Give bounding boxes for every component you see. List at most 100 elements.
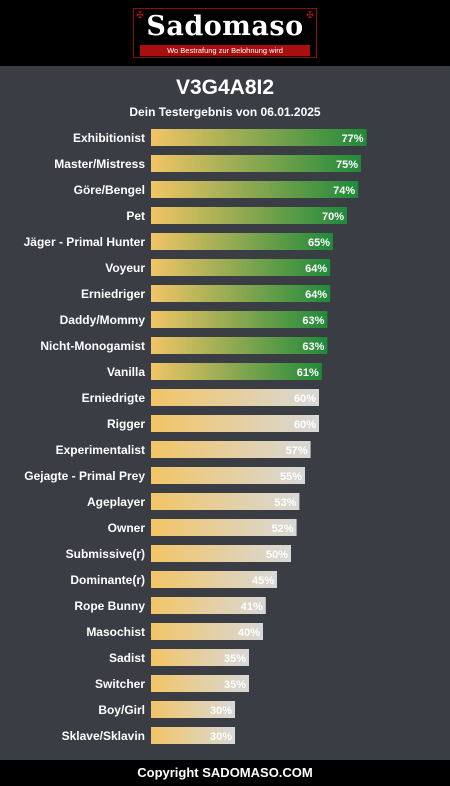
category-label: Voyeur	[105, 261, 145, 275]
value-label: 70%	[322, 211, 344, 223]
value-label: 41%	[241, 601, 263, 613]
category-label: Sklave/Sklavin	[62, 729, 145, 743]
value-label: 77%	[342, 133, 364, 145]
category-label: Rigger	[107, 417, 145, 431]
chart-row: Master/Mistress 75%	[54, 155, 361, 172]
category-label: Erniedriger	[81, 287, 145, 301]
value-label: 35%	[224, 679, 246, 691]
value-label: 45%	[252, 575, 274, 587]
header-bar: ✠ ✠ Sadomaso Wo Bestrafung zur Belohnung…	[0, 0, 450, 66]
bar	[151, 493, 300, 510]
value-label: 65%	[308, 237, 330, 249]
chart-row: Masochist 40%	[86, 623, 263, 640]
bar	[151, 467, 305, 484]
bar	[151, 597, 266, 614]
chart-row: Boy/Girl 30%	[98, 701, 235, 718]
value-label: 50%	[266, 549, 288, 561]
bar	[151, 441, 311, 458]
value-label: 53%	[274, 497, 296, 509]
bar	[151, 285, 331, 302]
value-label: 60%	[294, 419, 316, 431]
bar	[151, 129, 367, 146]
chart-row: Erniedriger 64%	[81, 285, 331, 302]
bar	[151, 155, 361, 172]
value-label: 75%	[336, 159, 358, 171]
bar	[151, 389, 319, 406]
value-label: 60%	[294, 393, 316, 405]
value-label: 64%	[305, 289, 327, 301]
result-bar-chart: Exhibitionist 77% Master/Mistress 75% Göre/B…	[24, 129, 367, 744]
chart-row: Owner 52%	[108, 519, 297, 536]
category-label: Masochist	[86, 625, 145, 639]
site-logo[interactable]: ✠ ✠ Sadomaso Wo Bestrafung zur Belohnung…	[133, 8, 317, 58]
footer-bar: Copyright SADOMASO.COM	[0, 760, 450, 786]
bar	[151, 623, 263, 640]
value-label: 40%	[238, 627, 260, 639]
value-label: 64%	[305, 263, 327, 275]
value-label: 35%	[224, 653, 246, 665]
category-label: Vanilla	[107, 365, 145, 379]
bar	[151, 337, 328, 354]
category-label: Nicht-Monogamist	[40, 339, 145, 353]
bar	[151, 311, 328, 328]
result-title: V3G4A8I2	[175, 76, 275, 99]
value-label: 74%	[333, 185, 355, 197]
category-label: Exhibitionist	[73, 131, 145, 145]
chart-row: Switcher 35%	[95, 675, 249, 692]
chart-row: Jäger - Primal Hunter 65%	[24, 233, 333, 250]
bar	[151, 649, 249, 666]
chart-row: Submissive(r) 50%	[66, 545, 291, 562]
chart-row: Sadist 35%	[109, 649, 249, 666]
chart-row: Rigger 60%	[107, 415, 319, 432]
category-label: Sadist	[109, 651, 145, 665]
category-label: Owner	[108, 521, 146, 535]
chart-row: Ageplayer 53%	[87, 493, 300, 510]
bar	[151, 259, 331, 276]
category-label: Experimentalist	[56, 443, 145, 457]
value-label: 55%	[280, 471, 302, 483]
chart-row: Dominante(r) 45%	[70, 571, 277, 588]
bar	[151, 727, 235, 744]
logo-text: Sadomaso	[146, 11, 304, 42]
category-label: Jäger - Primal Hunter	[24, 235, 146, 249]
chart-row: Erniedrigte 60%	[82, 389, 319, 406]
value-label: 52%	[272, 523, 294, 535]
bar	[151, 519, 297, 536]
chart-row: Daddy/Mommy 63%	[60, 311, 328, 328]
category-label: Gejagte - Primal Prey	[24, 469, 145, 483]
category-label: Göre/Bengel	[74, 183, 145, 197]
chart-row: Exhibitionist 77%	[73, 129, 367, 146]
cross-ornament-icon: ✠	[306, 10, 314, 20]
chart-row: Göre/Bengel 74%	[74, 181, 359, 198]
category-label: Daddy/Mommy	[60, 313, 146, 327]
cross-ornament-icon: ✠	[136, 10, 144, 20]
category-label: Rope Bunny	[74, 599, 145, 613]
category-label: Ageplayer	[87, 495, 145, 509]
category-label: Erniedrigte	[82, 391, 146, 405]
chart-row: Experimentalist 57%	[56, 441, 311, 458]
bar	[151, 545, 291, 562]
value-label: 63%	[302, 315, 324, 327]
chart-row: Pet 70%	[126, 207, 347, 224]
bar	[151, 571, 277, 588]
category-label: Pet	[126, 209, 145, 223]
bar	[151, 363, 322, 380]
value-label: 63%	[302, 341, 324, 353]
value-label: 30%	[210, 731, 232, 743]
chart-row: Gejagte - Primal Prey 55%	[24, 467, 305, 484]
bar	[151, 701, 235, 718]
category-label: Dominante(r)	[70, 573, 145, 587]
category-label: Submissive(r)	[66, 547, 145, 561]
copyright-text: Copyright SADOMASO.COM	[137, 765, 313, 780]
bar	[151, 207, 347, 224]
chart-row: Rope Bunny 41%	[74, 597, 266, 614]
category-label: Switcher	[95, 677, 145, 691]
bar	[151, 675, 249, 692]
value-label: 61%	[297, 367, 319, 379]
result-subtitle: Dein Testergebnis von 06.01.2025	[129, 105, 321, 119]
value-label: 30%	[210, 705, 232, 717]
category-label: Boy/Girl	[98, 703, 145, 717]
chart-row: Sklave/Sklavin 30%	[62, 727, 235, 744]
chart-row: Nicht-Monogamist 63%	[40, 337, 328, 354]
bar	[151, 181, 359, 198]
